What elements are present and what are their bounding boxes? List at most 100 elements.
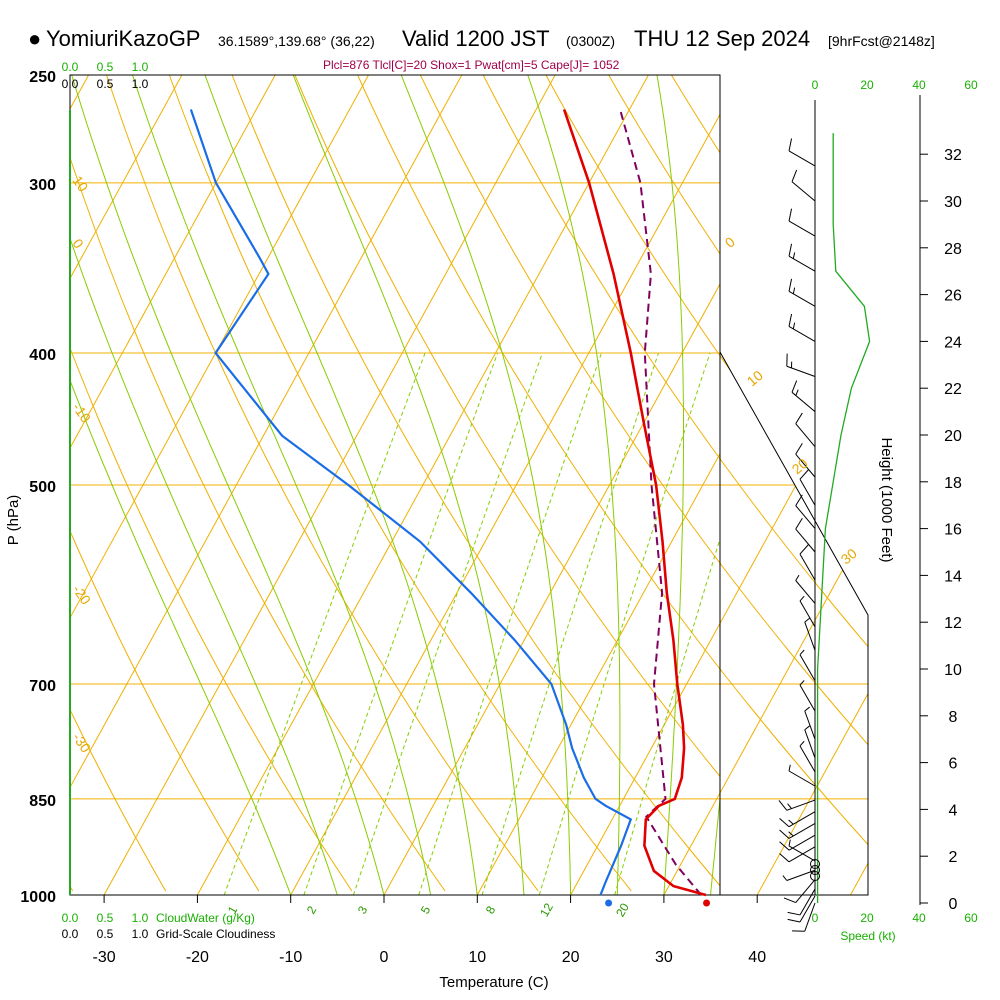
mixing-ratio-line [614, 537, 720, 895]
calm-wind-circle [810, 871, 820, 881]
isotherm-line [570, 622, 720, 895]
dry-adiabat [70, 346, 353, 892]
wind-barb-shaft [795, 423, 816, 448]
wind-barb-shaft [788, 834, 816, 851]
wind-barb-flag [788, 278, 793, 292]
cloud-water-top-tick: 0.0 [62, 60, 79, 74]
moist-adiabat [292, 75, 525, 895]
cloud-water-bottom-tick: 0.5 [97, 911, 114, 925]
dry-adiabat [294, 75, 720, 778]
wind-barb [791, 169, 816, 202]
isotherm-line [851, 75, 1000, 895]
wind-barb-shaft [799, 684, 816, 712]
cloud-water-top-tick: 1.0 [132, 60, 149, 74]
wind-barb [787, 895, 816, 923]
pressure-tick-label: 850 [29, 793, 56, 810]
wind-barb-shaft [786, 365, 816, 377]
cloudiness-bottom-tick: 0.0 [62, 927, 79, 941]
wind-barb [795, 517, 816, 553]
wind-barb-half-flag [788, 839, 791, 846]
wind-barb-flag [788, 138, 793, 152]
station-marker-icon: ● [28, 26, 42, 51]
station-name: YomiuriKazoGP [46, 26, 201, 51]
wind-barb [804, 706, 816, 740]
wind-barb [792, 902, 816, 932]
isotherm-line [196, 75, 649, 895]
height-tick-label: 24 [944, 334, 962, 351]
dry-adiabat [985, 75, 1000, 891]
wind-panel [778, 100, 871, 932]
dry-adiabat [482, 75, 720, 460]
speed-top-tick: 0 [812, 78, 819, 92]
wind-barb-shaft [788, 220, 816, 237]
moist-adiabat [132, 75, 432, 895]
dry-adiabat [720, 352, 868, 892]
wind-barb-half-flag [782, 875, 788, 881]
dry-adiabat [106, 75, 539, 892]
y-axis-title: P (hPa) [5, 495, 22, 546]
isotherm-line [850, 352, 868, 895]
wind-barb-shaft [788, 846, 816, 863]
theta-label: 10 [744, 367, 766, 389]
wind-barb-half-flag [788, 764, 791, 772]
calm-wind-circle [810, 865, 820, 875]
dry-adiabat [720, 352, 868, 892]
chart-frame [69, 74, 921, 905]
wind-barb-flag [787, 911, 801, 916]
dewpoint-profile [189, 109, 633, 896]
x-tick-label: 40 [748, 949, 766, 966]
dry-adiabat [70, 708, 167, 892]
moist-adiabat [71, 75, 385, 895]
wind-barb-flag [791, 169, 798, 182]
height-tick-label: 22 [944, 381, 962, 398]
wind-barb-shaft [799, 654, 816, 681]
height-tick-label: 28 [944, 241, 962, 258]
wind-barb-half-flag [799, 740, 805, 747]
wind-barb-shaft [799, 600, 816, 628]
dry-adiabat [168, 75, 632, 892]
wind-barb-shaft [799, 888, 816, 916]
mixing-ratio-line [418, 352, 602, 895]
cloudiness-top-tick: 0.0 [62, 77, 79, 91]
wind-barb-half-flag [799, 680, 805, 686]
wind-barb [788, 764, 816, 787]
speed-bottom-tick: 60 [964, 911, 978, 925]
cloud-water-bottom-tick: 1.0 [132, 911, 149, 925]
wind-barb-flag [778, 800, 788, 811]
wind-barb [795, 443, 816, 478]
wind-barb-flag [788, 243, 793, 257]
utc-time: (0300Z) [566, 33, 616, 49]
mixing-ratio-line [352, 352, 543, 895]
wind-barb-flag [787, 918, 801, 923]
wind-speed-profile [816, 133, 871, 903]
wind-barb-shaft [795, 505, 816, 529]
wind-barb-flag [795, 494, 803, 506]
wind-barb-shaft [799, 745, 816, 773]
height-tick-label: 16 [944, 522, 962, 539]
speed-bottom-tick: 20 [860, 911, 874, 925]
wind-barb-flag [795, 517, 803, 530]
mixing-ratio-label: 3 [355, 903, 371, 916]
valid-date: THU 12 Sep 2024 [634, 26, 811, 51]
x-tick-label: 30 [655, 949, 673, 966]
cloudiness-top-tick: 1.0 [132, 77, 149, 91]
wind-barb-flag [779, 829, 790, 839]
parcel-profile [619, 109, 702, 896]
height-tick-label: 32 [944, 147, 962, 164]
isotherm-line [383, 283, 720, 895]
wind-barb [799, 469, 816, 506]
wind-barb [795, 412, 816, 448]
moist-adiabat [710, 793, 720, 895]
isotherm-label: -10 [69, 400, 94, 426]
wind-barb-shaft [786, 869, 816, 881]
mixing-ratio-line [538, 352, 711, 895]
moist-adiabat [70, 236, 338, 895]
wind-barb-shaft [799, 478, 816, 506]
isotherm-line [70, 75, 463, 789]
wind-barb-flag [779, 817, 790, 828]
mixing-ratio-label: 12 [537, 900, 556, 919]
height-tick-label: 12 [944, 615, 962, 632]
wind-barb-flag [788, 313, 793, 327]
x-tick-label: 10 [468, 949, 486, 966]
